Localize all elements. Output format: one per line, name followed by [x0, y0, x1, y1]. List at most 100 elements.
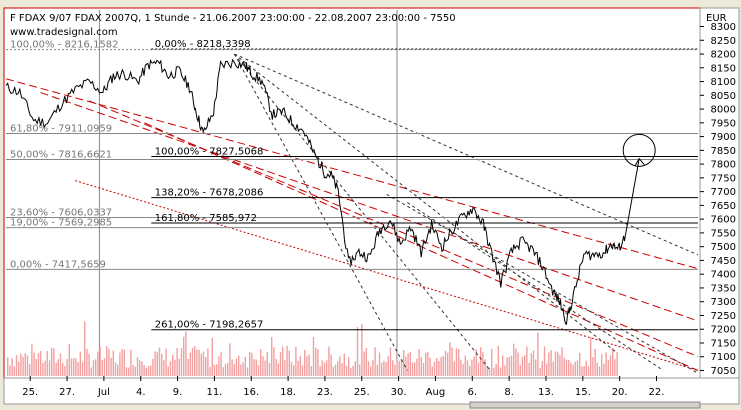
volume-bar — [255, 359, 257, 376]
volume-bar — [480, 347, 482, 376]
volume-bar — [436, 358, 438, 376]
fib-level-label: 61,80% - 7911,0959 — [10, 124, 112, 135]
volume-bar — [469, 365, 471, 376]
volume-bar — [209, 366, 211, 376]
volume-bar — [552, 361, 554, 376]
fib-level-label: 100,00% - 7827,5068 — [155, 147, 264, 158]
volume-bar — [95, 359, 97, 376]
fan-line — [233, 53, 408, 371]
x-tick-label: 16. — [243, 387, 259, 398]
volume-bar — [321, 360, 323, 376]
target-circle — [622, 133, 656, 167]
y-tick-label: 7150 — [711, 338, 736, 349]
volume-bar — [515, 348, 517, 376]
volume-bar — [433, 361, 436, 376]
volume-bar — [238, 355, 240, 376]
volume-bar — [224, 363, 227, 376]
volume-bar — [519, 365, 521, 376]
volume-bar — [183, 336, 185, 376]
volume-bar — [447, 352, 449, 376]
volume-bar — [422, 363, 425, 376]
volume-bar — [246, 367, 249, 376]
volume-bar — [99, 346, 101, 376]
volume-bar — [103, 358, 106, 376]
volume-bar — [339, 356, 341, 376]
y-tick-label: 7400 — [711, 270, 736, 281]
volume-bar — [585, 360, 587, 376]
volume-bar — [510, 355, 513, 376]
price-series — [5, 58, 626, 325]
volume-bar — [598, 366, 601, 376]
volume-bar — [187, 358, 189, 376]
volume-bar — [44, 360, 46, 376]
volume-bar — [88, 353, 90, 376]
volume-bar — [235, 358, 238, 376]
volume-bar — [475, 349, 477, 376]
scrollbar-thumb[interactable] — [469, 401, 701, 409]
volume-bar — [592, 356, 594, 376]
volume-bar — [330, 354, 332, 376]
volume-bar — [506, 357, 508, 376]
volume-bar — [601, 353, 603, 376]
volume-bar — [163, 360, 165, 376]
volume-bar — [559, 354, 561, 376]
volume-bar — [486, 365, 488, 376]
volume-bar — [222, 367, 224, 376]
volume-bar — [264, 360, 266, 376]
volume-bar — [293, 365, 295, 376]
volume-bar — [48, 360, 51, 376]
volume-bar — [229, 343, 231, 376]
volume-bar — [92, 360, 95, 376]
volume-bar — [15, 355, 18, 376]
volume-bar — [35, 358, 37, 376]
volume-bar — [607, 360, 609, 376]
volume-bar — [517, 352, 519, 376]
volume-bar — [18, 361, 20, 376]
volume-bar — [68, 344, 70, 376]
volume-bar — [381, 362, 383, 376]
watermark: www.tradesignal.com — [10, 27, 118, 38]
volume-bar — [315, 347, 317, 376]
fib-level-label: 19,00% - 7569,2985 — [10, 218, 112, 229]
volume-bar — [495, 363, 497, 376]
trend-line — [40, 92, 699, 322]
y-tick-label: 7850 — [711, 146, 736, 157]
x-tick-label: 27. — [59, 387, 75, 398]
volume-bar — [13, 366, 15, 376]
volume-bar — [161, 353, 163, 376]
volume-bar — [55, 362, 57, 376]
price-axis-panel — [699, 7, 740, 379]
volume-bar — [455, 348, 458, 376]
volume-bar — [242, 362, 244, 376]
x-tick-label: 9. — [173, 387, 183, 398]
volume-bar — [156, 351, 158, 376]
x-tick-label: 11. — [206, 387, 222, 398]
volume-bar — [326, 360, 328, 376]
volume-bar — [251, 352, 253, 376]
volume-bar — [341, 363, 343, 376]
volume-bar — [75, 358, 77, 376]
volume-bar — [359, 364, 361, 376]
volume-bar — [484, 359, 486, 376]
volume-bar — [227, 362, 229, 376]
projection-arrowhead — [634, 157, 645, 166]
volume-bar — [605, 352, 607, 376]
volume-bar — [374, 347, 376, 376]
x-tick-label: 25. — [354, 387, 370, 398]
fib-level-label: 161,80% - 7585,972 — [155, 213, 257, 224]
volume-bar — [363, 351, 365, 376]
volume-bar — [97, 351, 99, 376]
y-tick-label: 7650 — [711, 201, 736, 212]
volume-bar — [328, 346, 330, 376]
fan-line — [234, 53, 616, 352]
volume-bar — [207, 348, 209, 376]
volume-bar — [537, 332, 539, 376]
volume-bar — [491, 348, 493, 376]
x-tick-label: Aug — [426, 387, 446, 398]
volume-bar — [240, 364, 242, 376]
volume-bar — [466, 360, 469, 376]
volume-bar — [84, 321, 86, 376]
volume-bar — [398, 360, 400, 376]
volume-bar — [266, 351, 268, 376]
volume-bar — [275, 358, 277, 376]
